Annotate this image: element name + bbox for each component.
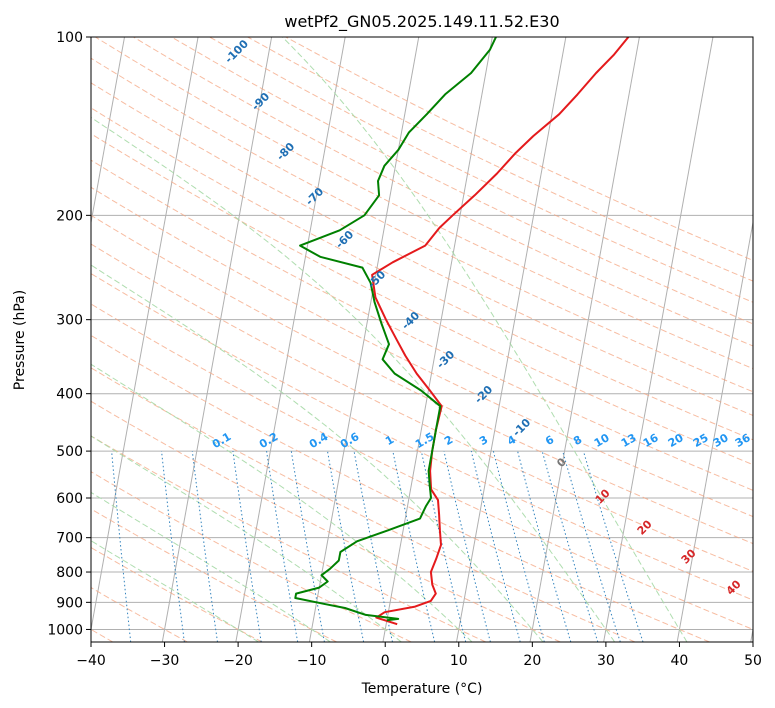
x-tick-label: 20 bbox=[523, 653, 541, 669]
y-tick-label: 900 bbox=[56, 595, 83, 611]
dry-adiabat-line bbox=[91, 159, 753, 491]
mixing-ratio-line bbox=[517, 450, 572, 642]
x-tick-label: 40 bbox=[671, 653, 689, 669]
mixing-ratio-line bbox=[562, 450, 621, 642]
mixing-ratio-line bbox=[191, 451, 218, 642]
y-tick-label: 600 bbox=[56, 491, 83, 507]
y-tick-label: 800 bbox=[56, 565, 83, 581]
profile-lines bbox=[294, 37, 630, 626]
mixing-ratio-line bbox=[392, 450, 436, 642]
y-axis-ticks: 100 200 300 400 500 600 700 800 900 1000 bbox=[47, 30, 91, 638]
y-tick-label: 300 bbox=[56, 313, 83, 329]
dry-adiabat-line bbox=[91, 107, 753, 441]
dry-adiabat-line bbox=[133, 37, 753, 347]
moist-adiabat-line bbox=[282, 37, 688, 642]
mixing-ratio-line bbox=[470, 450, 521, 642]
mixing-ratio-line bbox=[541, 450, 599, 642]
x-tick-label: 0 bbox=[381, 653, 390, 669]
dry-adiabat-line bbox=[91, 367, 636, 642]
dry-adiabat-line bbox=[91, 243, 753, 572]
y-tick-label: 100 bbox=[56, 30, 83, 46]
y-tick-label: 1000 bbox=[47, 622, 83, 638]
isotherm-line bbox=[456, 37, 567, 642]
x-tick-label: 30 bbox=[597, 653, 615, 669]
dry-adiabat-line bbox=[91, 508, 337, 642]
x-tick-label: 50 bbox=[744, 653, 762, 669]
mixing-ratio-line bbox=[161, 451, 185, 642]
isotherm-line bbox=[603, 37, 714, 642]
chart-title: wetPf2_GN05.2025.149.11.52.E30 bbox=[284, 12, 559, 32]
mixing-ratio-line bbox=[111, 451, 132, 642]
dewpoint-line bbox=[294, 37, 497, 622]
isotherm-line bbox=[91, 37, 199, 633]
isotherm-line bbox=[676, 219, 753, 642]
dry-adiabat-line bbox=[91, 214, 753, 545]
isotherm-line bbox=[235, 37, 346, 642]
moist-adiabat-line bbox=[91, 540, 259, 642]
isotherm-line bbox=[382, 37, 493, 642]
plot-background bbox=[91, 37, 753, 642]
dry-adiabat-line bbox=[91, 400, 561, 642]
dry-adiabat-line bbox=[209, 37, 753, 303]
y-tick-label: 400 bbox=[56, 387, 83, 403]
dry-adiabat-line bbox=[91, 471, 412, 642]
moist-adiabat-line bbox=[91, 435, 402, 642]
y-axis-title: Pressure (hPa) bbox=[12, 290, 28, 390]
y-tick-label: 200 bbox=[56, 208, 83, 224]
isotherm-line bbox=[161, 37, 273, 642]
plot-frame bbox=[90, 36, 754, 643]
x-axis-ticks: −40 −30 −20 −10 0 10 20 30 40 50 bbox=[76, 642, 762, 669]
moist-adiabat-line bbox=[91, 363, 473, 642]
dry-adiabat-line bbox=[91, 133, 753, 466]
isotherm-line bbox=[91, 37, 126, 226]
mixing-ratio-line bbox=[327, 451, 365, 642]
x-tick-label: −30 bbox=[150, 653, 180, 669]
mixing-ratio-line bbox=[420, 450, 467, 642]
x-axis-title: Temperature (°C) bbox=[361, 681, 483, 697]
x-tick-label: −20 bbox=[223, 653, 253, 669]
x-tick-label: −10 bbox=[297, 653, 327, 669]
mixing-ratio-line bbox=[443, 450, 491, 642]
y-tick-label: 700 bbox=[56, 531, 83, 547]
dry-adiabat-line bbox=[91, 587, 188, 642]
moist-adiabat-line bbox=[91, 264, 544, 642]
dry-adiabat-line bbox=[91, 186, 753, 518]
dry-adiabat-line bbox=[91, 334, 710, 642]
y-tick-label: 500 bbox=[56, 444, 83, 460]
dry-adiabat-line bbox=[91, 303, 753, 630]
x-tick-label: 10 bbox=[450, 653, 468, 669]
mixing-ratio-line bbox=[582, 450, 644, 642]
moist-adiabat-line bbox=[91, 491, 331, 642]
dry-adiabat-line bbox=[91, 435, 486, 642]
temperature-line bbox=[371, 37, 630, 626]
dry-adiabat-line bbox=[91, 57, 753, 393]
mixing-ratio-line bbox=[492, 450, 545, 642]
mixing-ratio-line bbox=[232, 451, 262, 642]
x-tick-label: −40 bbox=[76, 653, 106, 669]
